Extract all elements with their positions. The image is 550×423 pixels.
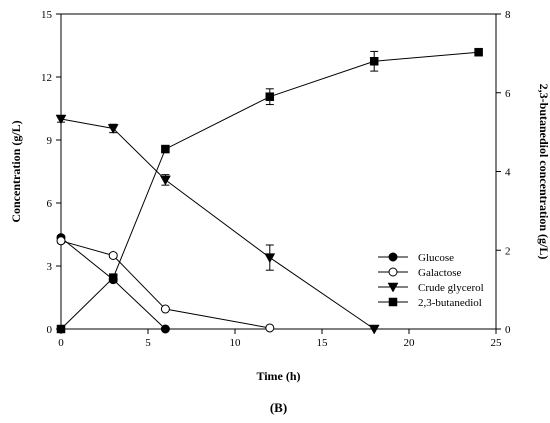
y-left-tick-label: 0 — [47, 324, 53, 336]
series-galactose — [56, 236, 275, 333]
legend-label-galactose: Galactose — [418, 267, 461, 279]
data-point-galactose — [56, 236, 66, 246]
data-point-2-3-butanediol — [265, 92, 275, 101]
y-right-tick-label: 6 — [505, 88, 511, 100]
data-point-2-3-butanediol — [161, 144, 170, 154]
x-axis-title: Time (h) — [256, 369, 300, 383]
legend-marker-galactose — [388, 267, 398, 277]
y-right-tick-label: 0 — [505, 324, 511, 336]
series-line-crude-glycerol — [60, 118, 375, 330]
y-right-tick-label: 8 — [505, 9, 511, 21]
data-point-crude-glycerol — [55, 114, 67, 125]
data-point-galactose — [160, 304, 170, 314]
data-point-crude-glycerol — [368, 324, 380, 335]
x-tick-label: 10 — [230, 337, 242, 349]
series-crude-glycerol — [55, 114, 380, 335]
x-tick-label: 20 — [404, 337, 416, 349]
legend: Glucose Galactose Crude glycerol 2,3-butane… — [378, 252, 484, 309]
panel-label: (B) — [270, 400, 287, 415]
legend-marker-2-3-butanediol — [388, 297, 398, 307]
y-left-tick-label: 15 — [41, 9, 53, 21]
y-left-tick-label: 12 — [41, 72, 52, 84]
legend-label-glucose: Glucose — [418, 252, 454, 264]
legend-marker-glucose — [388, 252, 398, 262]
data-point-crude-glycerol — [264, 253, 276, 264]
y-right-tick-label: 2 — [505, 245, 511, 257]
data-point-2-3-butanediol — [108, 273, 118, 283]
data-point-2-3-butanediol — [56, 324, 66, 334]
data-point-crude-glycerol — [107, 124, 119, 134]
series-2-3-butanediol — [56, 47, 483, 334]
legend-marker-crude-glycerol — [387, 282, 399, 293]
y-left-axis-title: Concentration (g/L) — [9, 120, 23, 222]
data-point-galactose — [265, 323, 275, 333]
series-line-galactose — [60, 240, 270, 329]
data-point-2-3-butanediol — [474, 47, 483, 57]
y-left-tick-label: 3 — [47, 261, 53, 273]
series-lines — [55, 47, 483, 335]
data-point-galactose — [108, 251, 118, 260]
y-left-tick-label: 6 — [47, 198, 53, 210]
y-right-axis-title: 2,3-butanediol concentration (g/L) — [537, 84, 550, 260]
data-point-glucose — [160, 324, 170, 334]
x-tick-label: 0 — [58, 337, 64, 349]
data-point-2-3-butanediol — [369, 57, 379, 66]
series-line-2-3-butanediol — [60, 51, 479, 330]
x-tick-label: 15 — [317, 337, 329, 349]
y-left-tick-label: 9 — [47, 135, 53, 147]
legend-label-2-3-butanediol: 2,3-butanediol — [418, 297, 482, 309]
legend-label-crude-glycerol: Crude glycerol — [418, 282, 484, 294]
x-tick-label: 25 — [491, 337, 503, 349]
y-right-tick-label: 4 — [505, 167, 511, 179]
series-glucose — [56, 233, 170, 334]
data-point-crude-glycerol — [159, 175, 171, 186]
x-tick-label: 5 — [145, 337, 151, 349]
